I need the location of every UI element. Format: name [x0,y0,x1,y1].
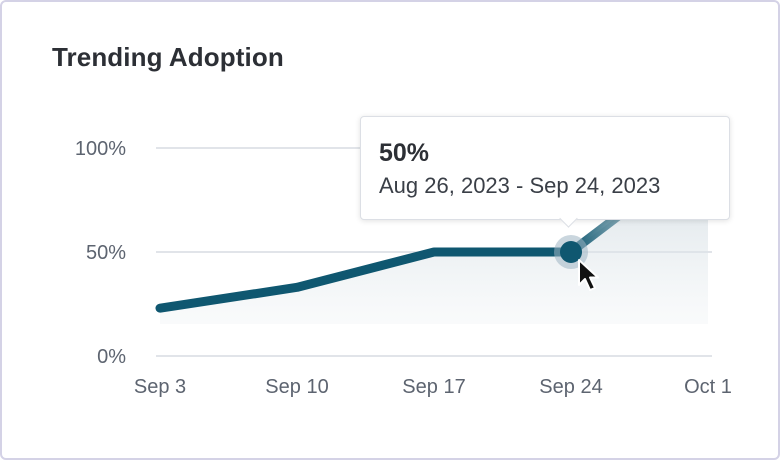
y-tick-label: 0% [97,346,126,368]
x-axis-ticks: Sep 3 Sep 10 Sep 17 Sep 24 Oct 1 [134,376,732,398]
x-tick-label: Oct 1 [684,376,732,398]
chart-tooltip: 50% Aug 26, 2023 - Sep 24, 2023 [360,116,730,228]
series-line [155,247,576,313]
x-tick-label: Sep 3 [134,376,186,398]
y-tick-label: 50% [86,242,126,264]
data-point-highlighted[interactable] [560,241,582,263]
x-tick-label: Sep 17 [402,376,465,398]
series-area [160,148,708,324]
card-title: Trending Adoption [52,42,284,72]
mouse-pointer-icon [578,259,599,291]
x-tick-label: Sep 10 [265,376,328,398]
y-tick-label: 100% [75,138,126,160]
tooltip-date-range: Aug 26, 2023 - Sep 24, 2023 [379,173,661,198]
tooltip-value: 50% [379,139,430,167]
x-tick-label: Sep 24 [539,376,602,398]
area-fill [160,148,708,324]
y-axis-ticks: 0% 50% 100% [75,138,126,368]
